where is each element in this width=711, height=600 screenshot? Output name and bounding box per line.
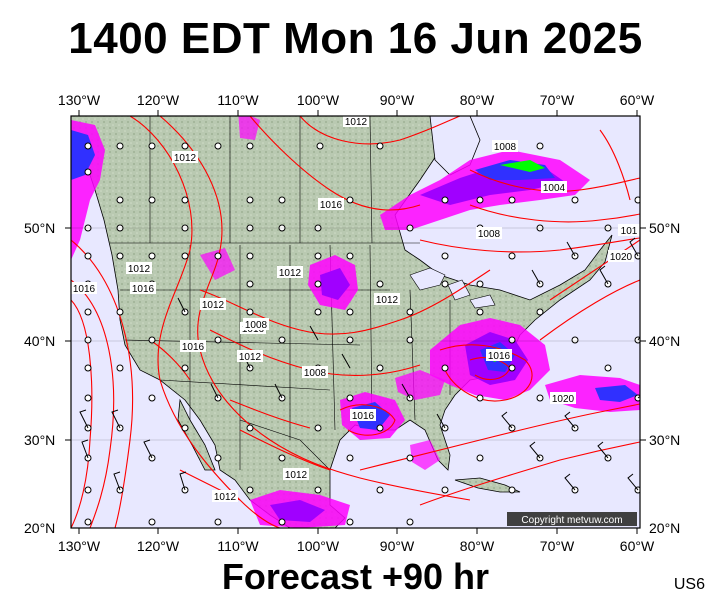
svg-text:1016: 1016 xyxy=(320,200,343,211)
great-lakes xyxy=(409,267,496,309)
isobar-label-23: 1004 xyxy=(541,181,567,194)
svg-text:1012: 1012 xyxy=(214,492,237,503)
svg-text:1020: 1020 xyxy=(552,394,575,405)
svg-text:1012: 1012 xyxy=(376,295,399,306)
baja-california xyxy=(177,398,216,471)
precip-atlantic-east-core xyxy=(595,385,638,402)
svg-text:1020: 1020 xyxy=(610,252,633,263)
svg-text:1012: 1012 xyxy=(345,117,368,128)
lat-label-right-40n: 40°N xyxy=(649,333,681,349)
precip-canada-east-extreme xyxy=(500,160,545,172)
isobar-label-4: 1012 xyxy=(374,293,400,306)
isobar-label-14: 1016 xyxy=(180,340,206,353)
isobar-label-9: 1012 xyxy=(200,298,226,311)
lon-label-bottom-80w: 80°W xyxy=(459,538,495,554)
svg-text:Copyright metvuw.com: Copyright metvuw.com xyxy=(521,515,622,526)
copyright-badge: Copyright metvuw.com xyxy=(507,512,637,526)
lon-label-60w: 60°W xyxy=(619,92,655,108)
isobar-label-22: 1008 xyxy=(243,318,269,331)
lat-label-left-40n: 40°N xyxy=(24,333,56,349)
isobar-label-15: 1016 xyxy=(130,282,156,295)
precip-mexico-south-core xyxy=(270,500,325,522)
grid-lines xyxy=(71,227,640,441)
map-title: 1400 EDT Mon 16 Jun 2025 xyxy=(68,14,643,63)
isobar-label-7: 1012 xyxy=(212,490,238,503)
svg-text:1008: 1008 xyxy=(478,229,501,240)
svg-text:1016: 1016 xyxy=(488,351,511,362)
lon-label-120w: 120°W xyxy=(136,92,180,108)
svg-text:1012: 1012 xyxy=(128,264,151,275)
isobar-label-8: 1012 xyxy=(126,262,152,275)
lon-label-110w: 110°W xyxy=(217,92,259,108)
lon-label-bottom-60w: 60°W xyxy=(619,538,655,554)
svg-text:1016: 1016 xyxy=(73,284,96,295)
north-america-land xyxy=(71,116,613,528)
lat-label-left-20n: 20°N xyxy=(24,520,56,536)
lat-label-right-50n: 50°N xyxy=(649,220,681,236)
svg-text:1016: 1016 xyxy=(182,342,205,353)
isobar-label-1: 1012 xyxy=(343,115,369,128)
lat-label-left-50n: 50°N xyxy=(24,220,56,236)
lat-label-right-30n: 30°N xyxy=(649,432,681,448)
isobars xyxy=(71,116,640,528)
lon-label-bottom-110w: 110°W xyxy=(217,538,259,554)
lat-label-left-30n: 30°N xyxy=(24,432,56,448)
isobar-label-12: 1016 xyxy=(350,409,376,422)
lat-label-right-20n: 20°N xyxy=(649,520,681,536)
svg-text:1012: 1012 xyxy=(279,268,302,279)
lon-label-bottom-70w: 70°W xyxy=(539,538,575,554)
svg-text:101: 101 xyxy=(621,226,638,237)
isobar-label-3: 1012 xyxy=(277,266,303,279)
lon-label-bottom-130w: 130°W xyxy=(57,538,101,554)
isobar-label-24: 101 xyxy=(618,224,640,237)
cuba xyxy=(454,477,521,493)
region-code: US6 xyxy=(673,576,705,593)
isobar-label-10: 1016 xyxy=(318,198,344,211)
svg-text:1012: 1012 xyxy=(239,352,262,363)
isobar-labels: 1012 1012 1012 1012 1012 1012 1012 1012 … xyxy=(71,115,640,503)
lon-label-90w: 90°W xyxy=(379,92,415,108)
isobar-label-17: 1020 xyxy=(550,392,576,405)
lon-label-100w: 100°W xyxy=(296,92,340,108)
isobar-label-13: 1016 xyxy=(71,282,97,295)
isobar-label-11: 1016 xyxy=(486,349,512,362)
precip-midwest-core xyxy=(320,268,350,300)
precip-southeast xyxy=(395,370,445,400)
isobar-label-20: 1008 xyxy=(302,366,328,379)
frame-ticks xyxy=(65,110,646,534)
svg-text:1012: 1012 xyxy=(285,470,308,481)
lon-label-80w: 80°W xyxy=(459,92,495,108)
isobar-label-21: 1008 xyxy=(492,140,518,153)
svg-text:1008: 1008 xyxy=(304,368,327,379)
map-frame xyxy=(70,115,641,529)
precip-rockies xyxy=(200,116,260,280)
svg-text:1008: 1008 xyxy=(245,320,268,331)
svg-text:1008: 1008 xyxy=(494,142,517,153)
svg-text:1016: 1016 xyxy=(352,411,375,422)
isobar-label-2: 1012 xyxy=(172,151,198,164)
svg-text:1012: 1012 xyxy=(202,300,225,311)
svg-text:1004: 1004 xyxy=(543,183,566,194)
isobar-label-18: 1020 xyxy=(608,250,634,263)
isobar-label-6: 1012 xyxy=(283,468,309,481)
isobar-label-19: 1008 xyxy=(476,227,502,240)
isobar-label-5: 1012 xyxy=(237,350,263,363)
lon-label-bottom-100w: 100°W xyxy=(296,538,340,554)
svg-text:1012: 1012 xyxy=(174,153,197,164)
svg-text:1016: 1016 xyxy=(132,284,155,295)
lon-label-70w: 70°W xyxy=(539,92,575,108)
precip-pacific-northwest-core xyxy=(71,130,95,180)
lon-label-bottom-120w: 120°W xyxy=(136,538,180,554)
lon-label-bottom-90w: 90°W xyxy=(379,538,415,554)
precip-florida xyxy=(410,440,440,470)
lon-label-130w: 130°W xyxy=(57,92,101,108)
station-markers xyxy=(84,142,640,526)
forecast-label: Forecast +90 hr xyxy=(221,556,490,597)
